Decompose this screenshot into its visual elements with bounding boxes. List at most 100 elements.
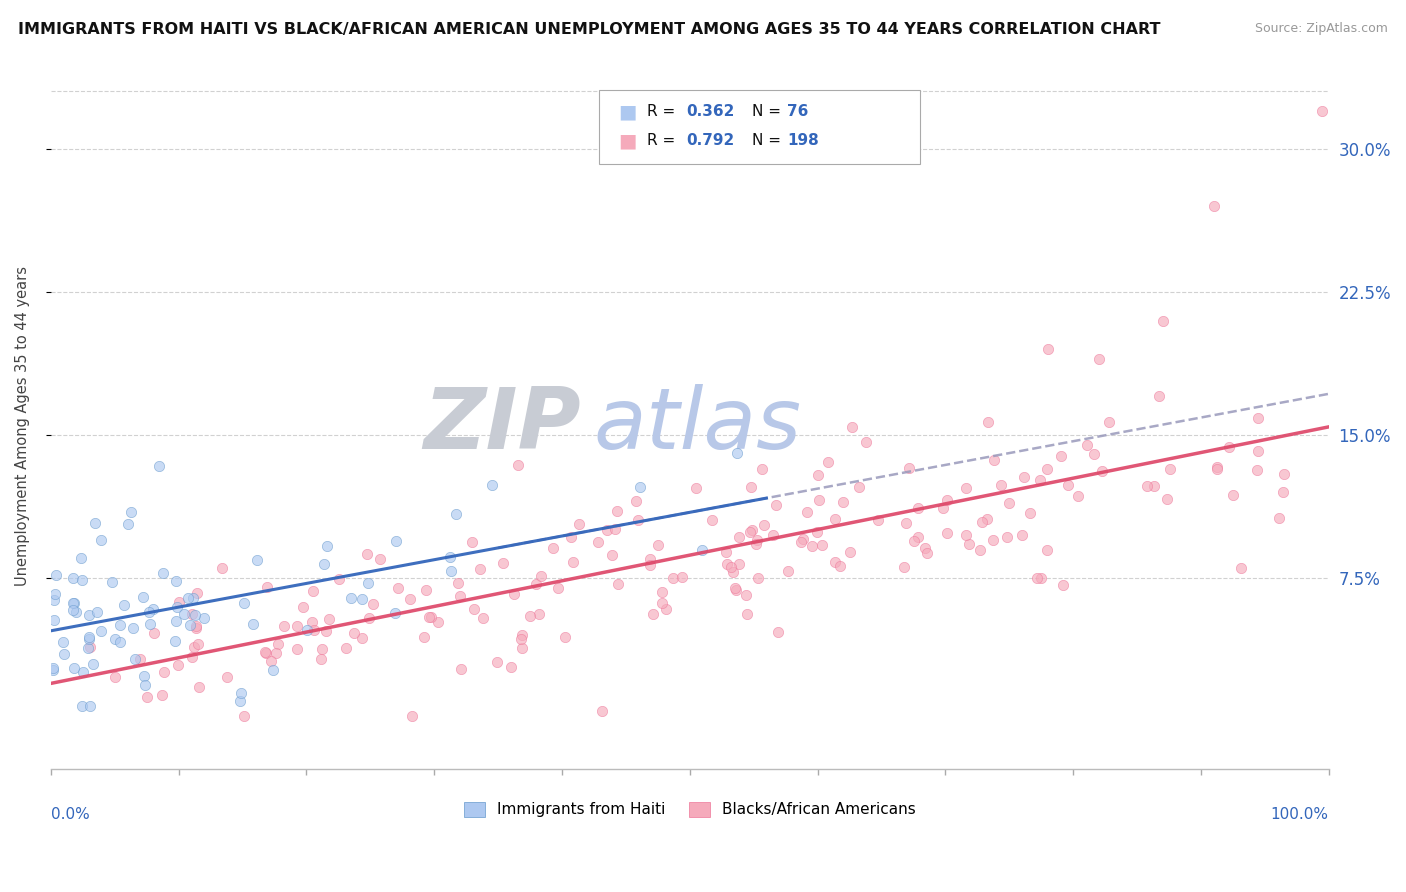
Text: N =: N = <box>752 134 786 148</box>
Point <box>356 547 378 561</box>
Point <box>692 542 714 557</box>
Text: 76: 76 <box>787 104 808 119</box>
Point <box>357 611 380 625</box>
Point <box>561 555 583 569</box>
Point <box>460 534 482 549</box>
Point <box>173 607 195 622</box>
Point <box>139 617 162 632</box>
Point <box>181 649 204 664</box>
Point <box>807 467 830 482</box>
Point <box>896 516 918 530</box>
Point <box>413 631 436 645</box>
Point <box>70 574 93 588</box>
Point <box>335 640 357 655</box>
Point <box>153 665 176 679</box>
Point <box>471 610 494 624</box>
Point <box>510 632 533 647</box>
Point <box>262 663 284 677</box>
Point <box>806 525 828 540</box>
Point <box>541 541 564 555</box>
Point <box>792 532 814 546</box>
Point <box>52 647 75 661</box>
Point <box>399 591 422 606</box>
Point <box>124 652 146 666</box>
Point <box>725 583 748 598</box>
Point <box>720 559 742 574</box>
Point <box>568 517 591 532</box>
Point <box>179 618 201 632</box>
Point <box>232 709 254 723</box>
Point <box>638 558 661 572</box>
Point <box>998 495 1021 509</box>
Point <box>530 569 553 583</box>
Point <box>177 591 200 605</box>
Point <box>79 632 101 646</box>
Text: 0.0%: 0.0% <box>51 807 90 822</box>
Point <box>318 612 340 626</box>
Point <box>215 669 238 683</box>
Point <box>415 582 437 597</box>
Point <box>751 462 773 476</box>
Point <box>796 505 818 519</box>
Point <box>1246 463 1268 477</box>
Point <box>1098 415 1121 429</box>
Point <box>1136 479 1159 493</box>
Text: R =: R = <box>647 134 681 148</box>
Point <box>419 610 441 624</box>
Point <box>724 582 747 596</box>
Point <box>957 537 980 551</box>
Point <box>627 513 650 527</box>
Point <box>150 688 173 702</box>
Point <box>647 538 669 552</box>
Point <box>186 586 208 600</box>
Point <box>762 528 785 542</box>
Point <box>167 658 190 673</box>
Point <box>165 614 187 628</box>
Point <box>90 624 112 638</box>
Point <box>84 516 107 531</box>
Point <box>138 606 160 620</box>
Point <box>42 663 65 677</box>
Point <box>232 596 254 610</box>
Point <box>1036 461 1059 475</box>
Point <box>449 589 471 603</box>
Point <box>1050 450 1073 464</box>
Point <box>662 571 685 585</box>
Point <box>166 599 188 614</box>
Point <box>63 596 86 610</box>
Point <box>510 628 533 642</box>
Point <box>1247 410 1270 425</box>
Text: 0.362: 0.362 <box>686 104 734 119</box>
Point <box>1142 479 1164 493</box>
Point <box>104 670 127 684</box>
Point <box>643 607 665 621</box>
Point <box>45 567 67 582</box>
Point <box>502 587 524 601</box>
Point <box>936 526 959 541</box>
Point <box>560 530 582 544</box>
Point <box>229 686 252 700</box>
Point <box>741 523 763 537</box>
Text: Source: ZipAtlas.com: Source: ZipAtlas.com <box>1254 22 1388 36</box>
Point <box>427 615 450 629</box>
Point <box>810 538 832 552</box>
Point <box>752 518 775 533</box>
Text: 100.0%: 100.0% <box>1271 807 1329 822</box>
Point <box>311 641 333 656</box>
Point <box>624 493 647 508</box>
Point <box>1247 444 1270 458</box>
Y-axis label: Unemployment Among Ages 35 to 44 years: Unemployment Among Ages 35 to 44 years <box>15 266 30 586</box>
Point <box>309 652 332 666</box>
Point <box>128 652 150 666</box>
Point <box>723 565 745 579</box>
Point <box>77 641 100 656</box>
Point <box>62 596 84 610</box>
Point <box>246 553 269 567</box>
Point <box>1067 490 1090 504</box>
Point <box>340 591 363 606</box>
Point <box>70 551 93 566</box>
Point <box>450 662 472 676</box>
Point <box>143 625 166 640</box>
Text: atlas: atlas <box>593 384 801 467</box>
Point <box>519 608 541 623</box>
